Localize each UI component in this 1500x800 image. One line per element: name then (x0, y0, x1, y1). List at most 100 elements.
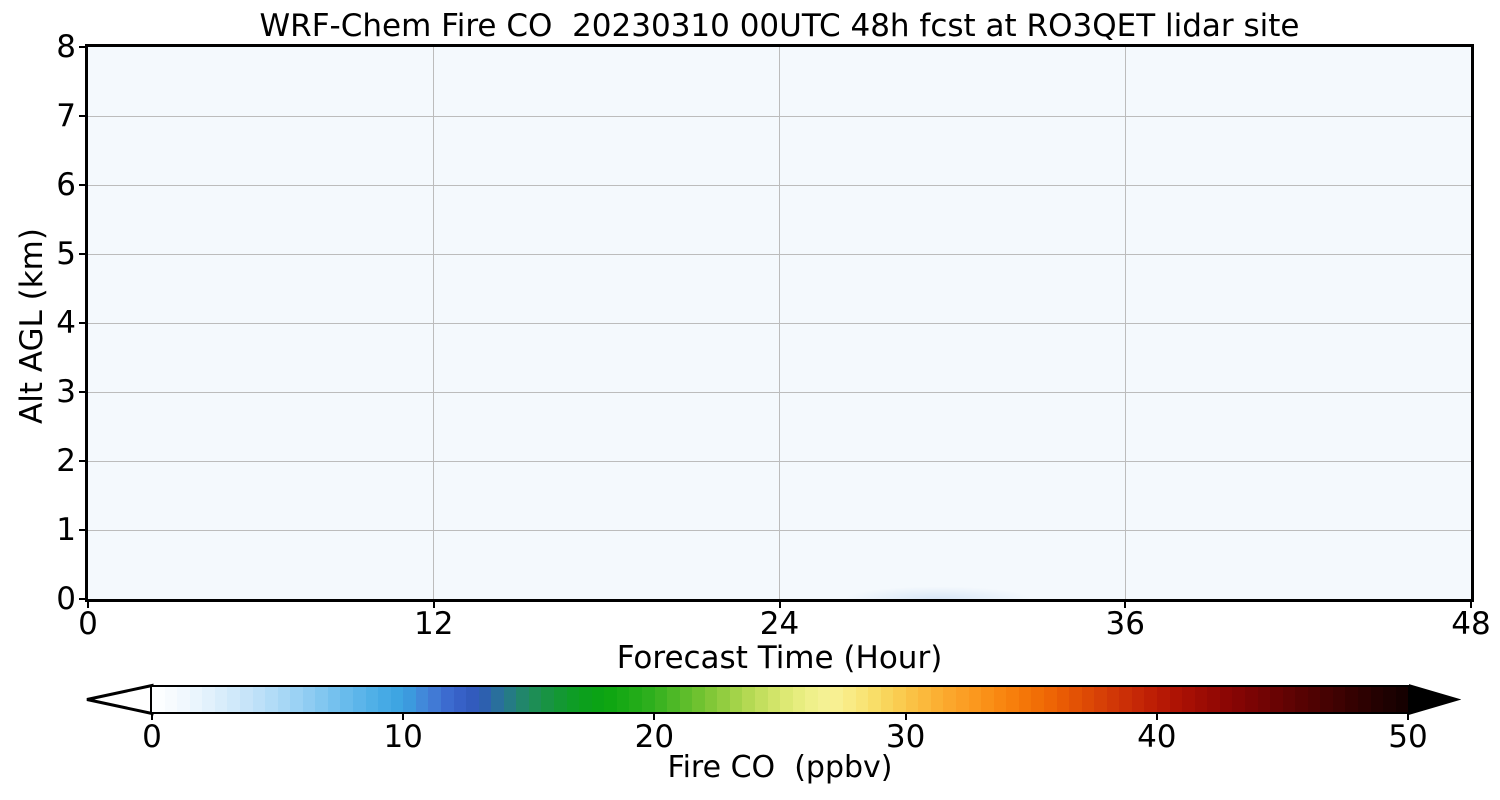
colorbar-band (767, 687, 781, 712)
colorbar-band (1144, 687, 1157, 712)
colorbar-band (717, 687, 730, 712)
colorbar-band (378, 687, 391, 712)
colorbar-band (880, 687, 894, 712)
vertical-gridline (433, 47, 435, 599)
chart-title: WRF-Chem Fire CO 20230310 00UTC 48h fcst… (259, 8, 1300, 44)
colorbar-band (817, 687, 831, 712)
y-tick-mark (79, 391, 85, 393)
colorbar-band (755, 687, 768, 712)
x-tick-label: 36 (1105, 606, 1145, 642)
y-tick-mark (79, 115, 85, 117)
colorbar-band (239, 687, 253, 712)
colorbar-band (956, 687, 969, 712)
colorbar-band (516, 687, 529, 712)
colorbar-band (1131, 687, 1145, 712)
y-tick-label: 2 (56, 443, 76, 479)
colorbar-band (842, 687, 856, 712)
colorbar-band (1395, 687, 1408, 712)
colorbar-band (1345, 687, 1358, 712)
y-tick-mark (79, 460, 85, 462)
colorbar-over-arrow-icon (1409, 684, 1461, 715)
colorbar (152, 687, 1408, 712)
colorbar-tick-label: 50 (1388, 719, 1428, 755)
colorbar-label: Fire CO (ppbv) (667, 750, 893, 785)
colorbar-band (780, 687, 793, 712)
colorbar-band (1358, 687, 1371, 712)
colorbar-band (1383, 687, 1396, 712)
x-tick-label: 24 (759, 606, 800, 642)
colorbar-tick-mark (1155, 714, 1158, 720)
y-tick-mark (79, 529, 85, 531)
colorbar-band (491, 687, 504, 712)
colorbar-band (805, 687, 818, 712)
colorbar-band (704, 687, 718, 712)
y-tick-mark (79, 322, 85, 324)
colorbar-band (152, 687, 165, 712)
colorbar-tick-label: 20 (634, 719, 675, 755)
x-axis-label: Forecast Time (Hour) (616, 640, 943, 676)
colorbar-band (591, 687, 605, 712)
colorbar-band (968, 687, 982, 712)
colorbar-band (1219, 687, 1233, 712)
colorbar-band (943, 687, 956, 712)
vertical-gridline (1124, 47, 1126, 599)
colorbar-band (189, 687, 203, 712)
colorbar-band (1119, 687, 1132, 712)
colorbar-tick-mark (151, 714, 153, 720)
colorbar-band (604, 687, 617, 712)
y-tick-label: 6 (56, 167, 76, 203)
colorbar-band (214, 687, 228, 712)
colorbar-band (466, 687, 479, 712)
colorbar-band (1081, 687, 1095, 712)
colorbar-band (679, 687, 693, 712)
colorbar-band (616, 687, 630, 712)
colorbar-band (1370, 687, 1384, 712)
y-tick-label: 0 (56, 581, 76, 617)
colorbar-band (1043, 687, 1057, 712)
colorbar-band (478, 687, 492, 712)
colorbar-band (1031, 687, 1044, 712)
colorbar-band (440, 687, 454, 712)
y-tick-label: 8 (56, 29, 76, 65)
colorbar-band (390, 687, 404, 712)
colorbar-band (830, 687, 843, 712)
y-tick-mark (79, 253, 85, 255)
x-tick-label: 12 (414, 606, 454, 642)
colorbar-band (566, 687, 580, 712)
colorbar-band (893, 687, 906, 712)
colorbar-band (1332, 687, 1346, 712)
y-tick-label: 7 (56, 98, 76, 134)
colorbar-tick-mark (653, 714, 656, 720)
colorbar-band (403, 687, 416, 712)
colorbar-band (667, 687, 680, 712)
colorbar-tick-mark (1407, 714, 1409, 720)
colorbar-band (1169, 687, 1183, 712)
x-tick-mark (432, 602, 435, 608)
x-tick-mark (87, 602, 89, 608)
colorbar-band (742, 687, 755, 712)
colorbar-band (993, 687, 1007, 712)
colorbar-band (541, 687, 554, 712)
colorbar-band (340, 687, 353, 712)
x-tick-mark (778, 602, 781, 608)
colorbar-tick-label: 40 (1137, 719, 1177, 755)
colorbar-band (227, 687, 240, 712)
colorbar-band (1182, 687, 1195, 712)
colorbar-band (327, 687, 341, 712)
colorbar-band (453, 687, 467, 712)
colorbar-band (1094, 687, 1107, 712)
x-tick-label: 0 (78, 606, 98, 642)
plot-area (88, 47, 1471, 599)
colorbar-tick-label: 30 (885, 719, 926, 755)
x-tick-label: 48 (1451, 606, 1491, 642)
colorbar-band (1018, 687, 1032, 712)
y-tick-label: 3 (56, 374, 76, 410)
colorbar-band (315, 687, 328, 712)
colorbar-band (855, 687, 869, 712)
colorbar-band (290, 687, 303, 712)
x-tick-mark (1470, 602, 1472, 608)
colorbar-band (164, 687, 178, 712)
colorbar-band (1244, 687, 1258, 712)
colorbar-band (1207, 687, 1220, 712)
colorbar-band (692, 687, 705, 712)
